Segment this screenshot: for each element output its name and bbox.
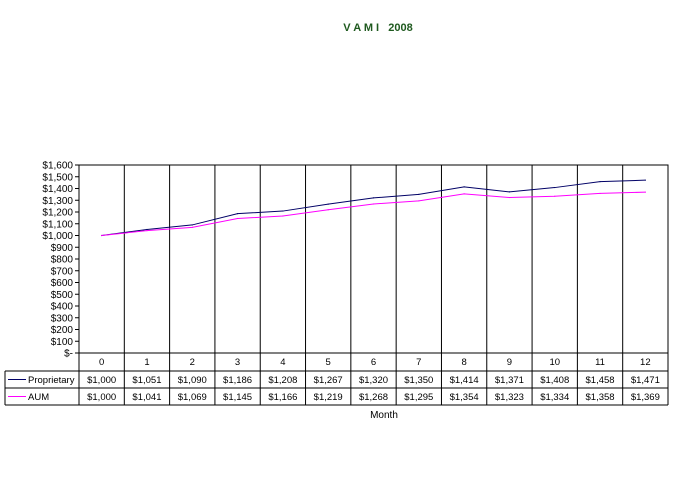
data-label-proprietary: $1,000 xyxy=(87,375,116,386)
data-point-proprietary xyxy=(372,197,375,199)
y-tick-label: $1,400 xyxy=(42,184,73,195)
data-label-proprietary: $1,051 xyxy=(132,375,161,386)
x-axis-label: Month xyxy=(370,410,398,421)
y-tick-label: $1,300 xyxy=(42,196,73,207)
x-tick-label: 12 xyxy=(640,357,651,368)
data-point-proprietary xyxy=(554,186,556,189)
data-label-proprietary: $1,471 xyxy=(631,375,660,386)
y-tick-label: $1,200 xyxy=(42,208,73,219)
data-point-aum xyxy=(282,215,284,217)
legend-label-aum: AUM xyxy=(28,392,49,403)
y-tick-label: $300 xyxy=(51,313,74,324)
y-tick-label: $500 xyxy=(51,290,74,301)
data-point-proprietary xyxy=(508,191,511,193)
x-tick-label: 6 xyxy=(371,357,376,368)
data-point-proprietary xyxy=(463,186,465,188)
data-point-aum xyxy=(327,209,329,211)
data-label-proprietary: $1,186 xyxy=(223,375,252,386)
data-point-aum xyxy=(644,191,646,193)
y-tick-label: $1,600 xyxy=(42,161,73,172)
y-tick-label: $700 xyxy=(51,266,74,277)
x-tick-label: 10 xyxy=(549,357,560,368)
y-tick-label: $- xyxy=(64,349,73,360)
legend-label-proprietary: Proprietary xyxy=(28,375,75,386)
x-tick-label: 11 xyxy=(595,357,605,368)
data-label-aum: $1,295 xyxy=(404,392,433,403)
data-label-aum: $1,069 xyxy=(178,392,207,403)
data-label-aum: $1,268 xyxy=(359,392,388,403)
x-tick-label: 8 xyxy=(461,357,466,368)
data-label-aum: $1,166 xyxy=(268,392,297,403)
x-tick-label: 1 xyxy=(144,357,149,368)
data-point-aum xyxy=(372,203,375,205)
data-label-proprietary: $1,371 xyxy=(495,375,524,386)
data-point-aum xyxy=(191,226,193,228)
data-label-proprietary: $1,267 xyxy=(314,375,343,386)
data-point-proprietary xyxy=(282,210,284,212)
y-tick-label: $1,500 xyxy=(42,172,73,183)
x-tick-label: 4 xyxy=(280,357,285,368)
data-label-aum: $1,354 xyxy=(450,392,479,403)
data-point-aum xyxy=(463,193,465,195)
data-point-aum xyxy=(418,200,420,202)
data-point-proprietary xyxy=(327,203,329,205)
y-tick-label: $100 xyxy=(51,337,74,348)
data-point-proprietary xyxy=(644,179,646,181)
data-label-aum: $1,323 xyxy=(495,392,524,403)
x-tick-label: 9 xyxy=(507,357,512,368)
data-point-aum xyxy=(146,230,148,232)
plot-frame xyxy=(78,164,669,354)
data-label-aum: $1,041 xyxy=(132,392,161,403)
data-label-aum: $1,369 xyxy=(631,392,660,403)
data-label-proprietary: $1,458 xyxy=(586,375,615,386)
data-point-proprietary xyxy=(418,193,420,195)
data-label-aum: $1,334 xyxy=(540,392,569,403)
y-tick-label: $200 xyxy=(51,325,74,336)
data-point-aum xyxy=(508,196,511,199)
data-label-aum: $1,145 xyxy=(223,392,252,403)
data-label-proprietary: $1,208 xyxy=(268,375,297,386)
data-point-aum xyxy=(236,217,239,220)
data-label-aum: $1,219 xyxy=(314,392,343,403)
y-tick-label: $600 xyxy=(51,278,74,289)
data-label-proprietary: $1,320 xyxy=(359,375,388,386)
data-label-proprietary: $1,350 xyxy=(404,375,433,386)
data-point-proprietary xyxy=(599,181,601,183)
x-tick-label: 2 xyxy=(190,357,195,368)
data-label-proprietary: $1,408 xyxy=(540,375,569,386)
x-tick-label: 0 xyxy=(99,357,104,368)
x-tick-label: 5 xyxy=(326,357,331,368)
data-label-proprietary: $1,414 xyxy=(450,375,479,386)
y-tick-label: $800 xyxy=(51,255,74,266)
data-label-aum: $1,358 xyxy=(586,392,615,403)
chart-title: V A M I 2008 xyxy=(343,22,413,34)
data-label-proprietary: $1,090 xyxy=(178,375,207,386)
data-point-aum xyxy=(554,195,556,197)
y-tick-label: $1,000 xyxy=(42,231,73,242)
data-point-proprietary xyxy=(191,224,193,226)
x-tick-label: 3 xyxy=(235,357,240,368)
x-tick-label: 7 xyxy=(416,357,421,368)
data-point-aum xyxy=(599,192,601,195)
y-tick-label: $1,100 xyxy=(42,219,73,230)
data-point-proprietary xyxy=(236,213,239,215)
data-label-aum: $1,000 xyxy=(87,392,116,403)
plot-area: $-$100$200$300$400$500$600$700$800$900$1… xyxy=(42,161,669,405)
y-tick-label: $900 xyxy=(51,243,74,254)
data-point-proprietary xyxy=(146,228,148,231)
y-tick-label: $400 xyxy=(51,302,74,313)
data-point-aum xyxy=(101,234,103,237)
